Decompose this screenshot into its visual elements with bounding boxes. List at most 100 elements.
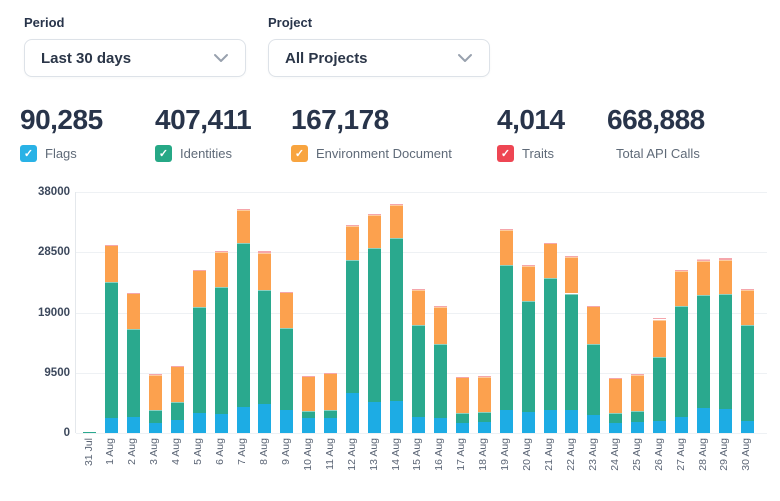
bar-segment-flags[interactable] xyxy=(346,393,360,433)
bar-segment-traits[interactable] xyxy=(697,258,711,262)
bar-segment-environment-document[interactable] xyxy=(675,270,689,307)
bar-segment-traits[interactable] xyxy=(521,264,535,266)
bar-17-aug[interactable] xyxy=(455,377,469,433)
bar-segment-environment-document[interactable] xyxy=(740,289,754,325)
bar-segment-traits[interactable] xyxy=(565,256,579,258)
bar-segment-identities[interactable] xyxy=(302,410,316,419)
bar-segment-identities[interactable] xyxy=(390,237,404,401)
bar-segment-traits[interactable] xyxy=(258,251,272,253)
bar-segment-flags[interactable] xyxy=(236,407,250,433)
bar-segment-flags[interactable] xyxy=(740,420,754,433)
bar-segment-identities[interactable] xyxy=(433,343,447,419)
bar-segment-identities[interactable] xyxy=(126,329,140,418)
bar-segment-flags[interactable] xyxy=(609,422,623,433)
bar-segment-environment-document[interactable] xyxy=(565,257,579,294)
bar-1-aug[interactable] xyxy=(104,244,118,433)
bar-20-aug[interactable] xyxy=(521,264,535,433)
bar-27-aug[interactable] xyxy=(675,270,689,433)
bar-segment-flags[interactable] xyxy=(543,410,557,433)
bar-segment-environment-document[interactable] xyxy=(126,293,140,329)
bar-15-aug[interactable] xyxy=(411,289,425,433)
bar-segment-identities[interactable] xyxy=(697,295,711,408)
bar-segment-environment-document[interactable] xyxy=(214,252,228,287)
bar-19-aug[interactable] xyxy=(499,229,513,433)
bar-21-aug[interactable] xyxy=(543,242,557,433)
bar-segment-flags[interactable] xyxy=(170,420,184,433)
bar-segment-identities[interactable] xyxy=(346,259,360,394)
bar-segment-flags[interactable] xyxy=(565,409,579,433)
bar-segment-traits[interactable] xyxy=(543,242,557,244)
bar-segment-traits[interactable] xyxy=(718,257,732,260)
bar-segment-identities[interactable] xyxy=(565,293,579,410)
bar-segment-traits[interactable] xyxy=(675,270,689,271)
bar-segment-traits[interactable] xyxy=(236,208,250,211)
bar-5-aug[interactable] xyxy=(192,269,206,433)
bar-8-aug[interactable] xyxy=(258,251,272,433)
bar-segment-environment-document[interactable] xyxy=(104,245,118,283)
bar-segment-flags[interactable] xyxy=(390,400,404,433)
environment-document-checkbox[interactable]: ✓ xyxy=(291,145,308,162)
bar-segment-identities[interactable] xyxy=(236,242,250,407)
bar-segment-traits[interactable] xyxy=(192,269,206,271)
bar-segment-identities[interactable] xyxy=(148,410,162,423)
bar-segment-identities[interactable] xyxy=(543,278,557,411)
bar-segment-traits[interactable] xyxy=(653,318,667,320)
bar-segment-environment-document[interactable] xyxy=(411,289,425,326)
bar-segment-identities[interactable] xyxy=(104,282,118,418)
bar-segment-traits[interactable] xyxy=(390,203,404,206)
bar-segment-flags[interactable] xyxy=(718,408,732,433)
identities-checkbox[interactable]: ✓ xyxy=(155,145,172,162)
bar-segment-flags[interactable] xyxy=(104,417,118,433)
bar-11-aug[interactable] xyxy=(324,373,338,433)
bar-segment-flags[interactable] xyxy=(455,422,469,433)
bar-29-aug[interactable] xyxy=(718,257,732,433)
bar-segment-identities[interactable] xyxy=(587,344,601,416)
bar-segment-identities[interactable] xyxy=(83,432,96,433)
bar-18-aug[interactable] xyxy=(477,376,491,433)
bar-segment-flags[interactable] xyxy=(302,418,316,433)
bar-segment-identities[interactable] xyxy=(368,247,382,402)
bar-segment-environment-document[interactable] xyxy=(390,205,404,238)
bar-segment-identities[interactable] xyxy=(258,289,272,405)
bar-segment-flags[interactable] xyxy=(653,420,667,433)
bar-segment-identities[interactable] xyxy=(280,327,294,410)
bar-segment-traits[interactable] xyxy=(368,213,382,216)
bar-31-jul[interactable] xyxy=(83,432,96,433)
bar-segment-identities[interactable] xyxy=(411,325,425,417)
bar-segment-environment-document[interactable] xyxy=(148,374,162,411)
project-dropdown[interactable]: All Projects xyxy=(268,39,490,77)
bar-segment-flags[interactable] xyxy=(587,415,601,433)
bar-segment-traits[interactable] xyxy=(499,229,513,231)
bar-segment-identities[interactable] xyxy=(455,412,469,423)
bar-segment-environment-document[interactable] xyxy=(718,259,732,295)
bar-6-aug[interactable] xyxy=(214,250,228,433)
bar-segment-flags[interactable] xyxy=(499,409,513,433)
bar-segment-identities[interactable] xyxy=(609,412,623,423)
bar-segment-flags[interactable] xyxy=(280,409,294,433)
bar-segment-environment-document[interactable] xyxy=(433,306,447,344)
bar-2-aug[interactable] xyxy=(126,293,140,433)
bar-segment-environment-document[interactable] xyxy=(499,230,513,265)
bar-segment-flags[interactable] xyxy=(368,401,382,433)
bar-segment-identities[interactable] xyxy=(192,307,206,414)
bar-segment-flags[interactable] xyxy=(697,407,711,433)
bar-segment-traits[interactable] xyxy=(346,225,360,226)
bar-segment-environment-document[interactable] xyxy=(455,377,469,413)
bar-segment-environment-document[interactable] xyxy=(192,270,206,308)
bar-segment-flags[interactable] xyxy=(214,413,228,433)
bar-segment-environment-document[interactable] xyxy=(697,261,711,296)
bar-segment-flags[interactable] xyxy=(675,417,689,433)
bar-segment-environment-document[interactable] xyxy=(631,374,645,411)
bar-segment-flags[interactable] xyxy=(324,417,338,433)
bar-24-aug[interactable] xyxy=(609,378,623,433)
bar-9-aug[interactable] xyxy=(280,291,294,433)
bar-16-aug[interactable] xyxy=(433,306,447,433)
bar-segment-identities[interactable] xyxy=(477,412,491,423)
bar-3-aug[interactable] xyxy=(148,374,162,433)
bar-segment-flags[interactable] xyxy=(126,417,140,433)
bar-segment-identities[interactable] xyxy=(214,286,228,414)
bar-30-aug[interactable] xyxy=(740,289,754,433)
bar-28-aug[interactable] xyxy=(697,258,711,433)
bar-segment-flags[interactable] xyxy=(411,416,425,433)
bar-segment-environment-document[interactable] xyxy=(280,292,294,328)
